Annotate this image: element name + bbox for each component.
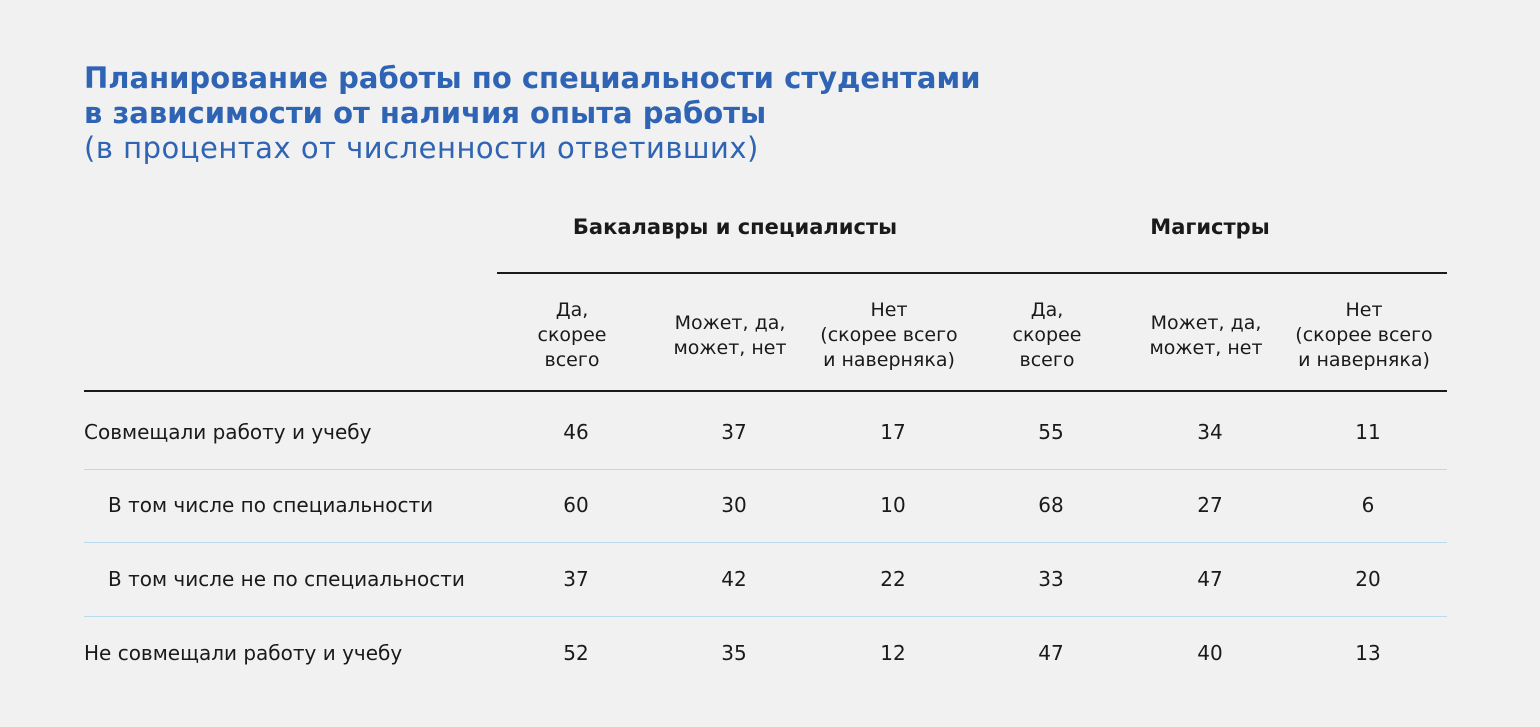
group-header: Магистры: [1150, 215, 1270, 239]
column-header: Нет (скорее всего и наверняка): [1295, 298, 1432, 373]
row-separator: [84, 616, 1447, 617]
cell: 37: [563, 567, 589, 591]
column-header-line: Может, да,: [1150, 312, 1262, 334]
cell: 22: [880, 567, 906, 591]
cell: 46: [563, 420, 589, 444]
cell: 37: [721, 420, 747, 444]
column-header-line: скорее: [1012, 324, 1082, 346]
column-header-line: Может, да,: [674, 312, 786, 334]
cell: 13: [1355, 641, 1381, 665]
column-header: Может, да, может, нет: [1149, 311, 1262, 361]
title-line: Планирование работы по специальности сту…: [84, 61, 981, 95]
row-label: Не совмещали работу и учебу: [84, 641, 403, 665]
column-header-line: и наверняка): [823, 349, 955, 371]
cell: 47: [1197, 567, 1223, 591]
title-line: в зависимости от наличия опыта работы: [84, 96, 767, 130]
cell: 12: [880, 641, 906, 665]
row-label: В том числе не по специальности: [108, 567, 465, 591]
column-header-line: и наверняка): [1298, 349, 1430, 371]
column-header-line: (скорее всего: [820, 324, 958, 346]
cell: 20: [1355, 567, 1381, 591]
subtitle: (в процентах от численности ответивших): [84, 131, 759, 165]
group-rule: [497, 272, 1447, 274]
cell: 17: [880, 420, 906, 444]
row-label: Совмещали работу и учебу: [84, 420, 372, 444]
cell: 55: [1038, 420, 1064, 444]
cell: 11: [1355, 420, 1381, 444]
column-header-line: Нет: [870, 299, 908, 321]
column-header-line: может, нет: [673, 337, 787, 359]
row-separator: [84, 542, 1447, 543]
column-header: Да, скорее всего: [538, 298, 607, 373]
column-header-line: (скорее всего: [1295, 324, 1433, 346]
row-separator: [84, 468, 1447, 470]
group-header: Бакалавры и специалисты: [572, 215, 898, 239]
column-header-line: Да,: [1030, 299, 1064, 321]
column-header: Нет (скорее всего и наверняка): [820, 298, 957, 373]
column-header-line: всего: [1019, 349, 1075, 371]
cell: 35: [721, 641, 747, 665]
cell: 34: [1197, 420, 1223, 444]
cell: 60: [563, 493, 589, 517]
column-header-line: всего: [544, 349, 600, 371]
header-rule: [84, 390, 1447, 392]
column-header: Да, скорее всего: [1013, 298, 1082, 373]
cell: 42: [721, 567, 747, 591]
cell: 30: [721, 493, 747, 517]
cell: 27: [1197, 493, 1223, 517]
column-header-line: Нет: [1345, 299, 1383, 321]
cell: 33: [1038, 567, 1064, 591]
cell: 52: [563, 641, 589, 665]
column-header-line: Да,: [555, 299, 589, 321]
column-header-line: может, нет: [1149, 337, 1263, 359]
cell: 47: [1038, 641, 1064, 665]
row-label: В том числе по специальности: [108, 493, 434, 517]
cell: 68: [1038, 493, 1064, 517]
column-header-line: скорее: [537, 324, 607, 346]
cell: 6: [1361, 493, 1375, 517]
cell: 10: [880, 493, 906, 517]
column-header: Может, да, может, нет: [673, 311, 786, 361]
cell: 40: [1197, 641, 1223, 665]
